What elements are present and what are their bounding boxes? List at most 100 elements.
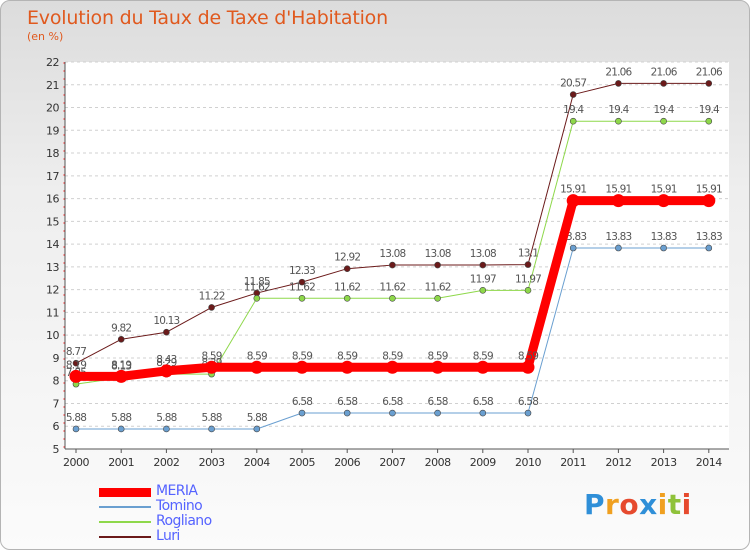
data-label-meria: 8.19 (111, 359, 131, 371)
data-label-tomino: 6.58 (518, 396, 538, 408)
data-label-meria: 15.91 (560, 184, 586, 196)
data-point-meria (205, 360, 219, 374)
data-point-luri (389, 261, 396, 269)
data-point-luri (434, 261, 441, 269)
y-tick-label: 13 (46, 261, 59, 274)
data-point-tomino (479, 409, 487, 417)
data-label-luri: 11.22 (199, 290, 225, 302)
data-label-luri: 12.92 (334, 252, 360, 264)
x-tick-label: 2004 (244, 456, 270, 469)
legend-item-meria: MERIA (99, 483, 299, 500)
legend-label: Tomino (156, 498, 203, 514)
data-point-luri (163, 328, 170, 336)
data-label-tomino: 6.58 (473, 396, 493, 408)
data-label-rogliano: 8.13 (111, 361, 131, 373)
data-point-tomino (72, 425, 80, 433)
data-label-tomino: 6.58 (337, 396, 357, 408)
logo-letter: i (657, 488, 668, 521)
data-label-rogliano: 11.62 (244, 281, 270, 293)
logo-letter: o (619, 488, 640, 521)
x-tick-label: 2003 (199, 456, 225, 469)
y-tick-label: 18 (46, 147, 59, 160)
data-point-luri (298, 278, 306, 286)
legend-swatch (99, 506, 151, 508)
data-label-tomino: 13.83 (696, 231, 722, 243)
data-point-tomino (298, 409, 306, 417)
x-tick-label: 2005 (289, 456, 315, 469)
data-point-luri (208, 304, 215, 311)
data-point-luri (569, 91, 577, 98)
y-tick-label: 6 (53, 420, 60, 433)
y-tick-label: 22 (46, 56, 59, 69)
data-point-tomino (163, 425, 170, 433)
data-point-tomino (660, 244, 667, 252)
data-point-rogliano (298, 294, 306, 302)
data-label-meria: 8.59 (337, 350, 357, 362)
data-label-meria: 8.59 (382, 350, 402, 362)
y-tick-label: 9 (53, 352, 60, 365)
data-point-rogliano (434, 294, 441, 302)
legend-label: MERIA (156, 483, 198, 499)
data-point-tomino (615, 244, 622, 252)
legend-swatch (99, 521, 151, 523)
data-point-tomino (434, 409, 441, 417)
data-label-tomino: 5.88 (111, 412, 131, 424)
data-label-luri: 20.57 (560, 78, 586, 90)
data-point-tomino (117, 425, 125, 433)
y-tick-label: 8 (53, 375, 60, 388)
data-label-luri: 12.33 (289, 265, 315, 277)
y-tick-label: 21 (46, 79, 59, 92)
data-label-meria: 8.43 (156, 354, 176, 366)
data-label-rogliano: 19.4 (699, 104, 720, 116)
data-point-meria (159, 364, 173, 378)
legend-item-tomino: Tomino (99, 498, 299, 515)
logo-letter: t (667, 488, 682, 521)
data-label-tomino: 5.88 (156, 412, 176, 424)
data-label-luri: 13.08 (470, 248, 496, 260)
y-tick-label: 5 (53, 443, 60, 456)
data-label-tomino: 13.83 (651, 231, 677, 243)
x-tick-label: 2008 (425, 456, 451, 469)
data-point-rogliano (524, 287, 532, 294)
data-label-rogliano: 11.62 (334, 281, 360, 293)
proxiti-logo: Proxiti (584, 488, 692, 521)
y-tick-label: 7 (53, 397, 60, 410)
y-tick-label: 19 (46, 124, 59, 137)
data-point-luri (660, 80, 667, 87)
data-point-meria (69, 369, 83, 383)
logo-letter: r (605, 488, 620, 521)
data-label-tomino: 6.58 (382, 396, 402, 408)
data-label-tomino: 5.88 (66, 412, 86, 424)
data-label-meria: 8.59 (428, 350, 448, 362)
x-tick-label: 2001 (108, 456, 134, 469)
data-label-rogliano: 11.62 (379, 281, 405, 293)
x-tick-label: 2002 (153, 456, 179, 469)
x-tick-label: 2012 (605, 456, 631, 469)
data-point-luri (615, 80, 622, 87)
legend-label: Rogliano (156, 513, 212, 529)
data-label-tomino: 5.88 (247, 412, 267, 424)
data-point-rogliano (479, 287, 487, 294)
x-tick-label: 2010 (515, 456, 541, 469)
data-point-rogliano (253, 294, 261, 302)
data-label-meria: 15.91 (696, 184, 722, 196)
data-point-rogliano (389, 294, 396, 302)
x-tick-label: 2009 (470, 456, 496, 469)
data-label-luri: 11.85 (244, 276, 270, 288)
legend-swatch (99, 487, 151, 497)
data-label-rogliano: 11.62 (289, 281, 315, 293)
data-point-meria (295, 360, 309, 374)
data-point-meria (521, 360, 535, 374)
logo-letter: x (639, 488, 658, 521)
data-point-luri (343, 265, 351, 273)
data-label-rogliano: 19.4 (563, 104, 584, 116)
data-point-tomino (524, 409, 532, 417)
data-point-tomino (208, 425, 215, 433)
data-label-rogliano: 19.4 (608, 104, 629, 116)
data-label-meria: 8.19 (66, 359, 86, 371)
data-point-rogliano (569, 117, 577, 125)
y-tick-label: 11 (46, 306, 59, 319)
x-tick-label: 2007 (379, 456, 405, 469)
y-tick-label: 12 (46, 284, 59, 297)
